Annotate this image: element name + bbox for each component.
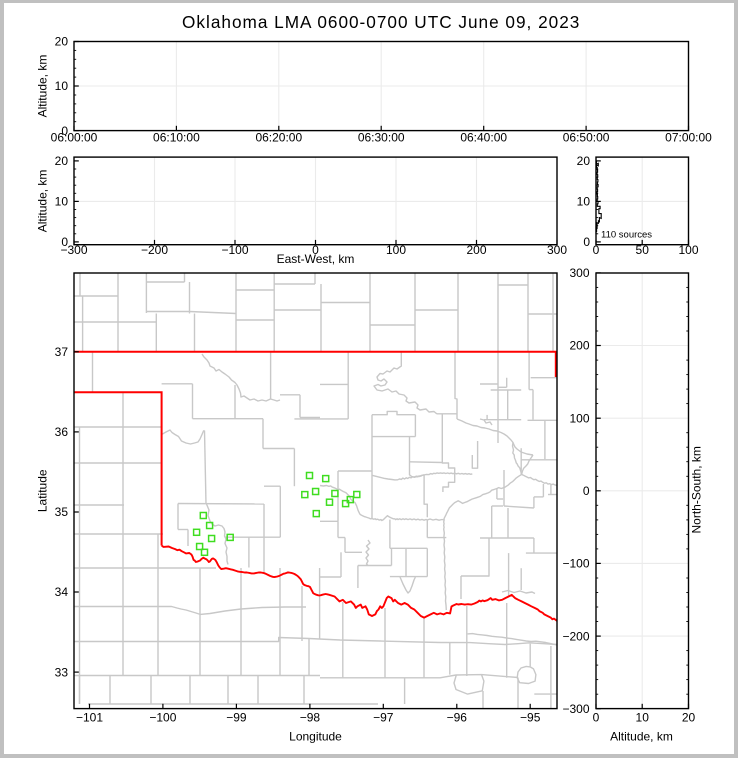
svg-text:20: 20 (55, 35, 69, 49)
svg-text:−200: −200 (141, 243, 168, 257)
svg-text:06:20:00: 06:20:00 (255, 131, 302, 145)
svg-text:110 sources: 110 sources (601, 229, 652, 240)
svg-text:100: 100 (569, 411, 589, 425)
svg-text:−300: −300 (60, 243, 87, 257)
svg-text:East-West, km: East-West, km (277, 252, 355, 266)
svg-text:10: 10 (577, 195, 591, 209)
svg-text:−97: −97 (373, 711, 394, 725)
svg-text:−300: −300 (562, 702, 589, 716)
svg-text:−95: −95 (520, 711, 541, 725)
svg-text:Longitude: Longitude (289, 730, 342, 744)
svg-text:200: 200 (466, 243, 486, 257)
svg-text:06:30:00: 06:30:00 (358, 131, 405, 145)
svg-text:06:50:00: 06:50:00 (563, 131, 610, 145)
svg-text:0: 0 (61, 124, 68, 138)
svg-text:20: 20 (577, 154, 591, 168)
svg-text:−200: −200 (562, 629, 589, 643)
svg-text:200: 200 (569, 339, 589, 353)
svg-text:35: 35 (55, 505, 69, 519)
svg-text:−96: −96 (447, 711, 468, 725)
svg-text:06:10:00: 06:10:00 (153, 131, 200, 145)
svg-text:Altitude, km: Altitude, km (610, 730, 673, 744)
svg-text:0: 0 (61, 235, 68, 249)
svg-text:10: 10 (636, 711, 650, 725)
svg-text:20: 20 (682, 711, 696, 725)
svg-text:34: 34 (55, 585, 69, 599)
svg-text:300: 300 (569, 266, 589, 280)
svg-text:37: 37 (55, 345, 69, 359)
svg-text:06:00:00: 06:00:00 (51, 131, 98, 145)
svg-text:100: 100 (386, 243, 406, 257)
svg-text:0: 0 (583, 484, 590, 498)
svg-text:07:00:00: 07:00:00 (665, 131, 712, 145)
svg-text:−100: −100 (562, 557, 589, 571)
svg-text:Latitude: Latitude (36, 469, 50, 512)
svg-text:−99: −99 (226, 711, 247, 725)
svg-text:100: 100 (678, 243, 698, 257)
svg-text:−101: −101 (76, 711, 103, 725)
svg-text:0: 0 (312, 243, 319, 257)
svg-text:−100: −100 (221, 243, 248, 257)
svg-text:06:40:00: 06:40:00 (460, 131, 507, 145)
svg-text:North-South, km: North-South, km (689, 446, 703, 533)
svg-text:0: 0 (593, 711, 600, 725)
svg-text:20: 20 (55, 154, 69, 168)
svg-text:Oklahoma LMA 0600-0700 UTC Jun: Oklahoma LMA 0600-0700 UTC June 09, 2023 (182, 12, 580, 32)
svg-text:50: 50 (636, 243, 650, 257)
svg-text:300: 300 (547, 243, 567, 257)
svg-text:−98: −98 (300, 711, 321, 725)
svg-text:10: 10 (55, 195, 69, 209)
svg-text:Altitude, km: Altitude, km (36, 55, 50, 118)
svg-text:Altitude, km: Altitude, km (36, 170, 50, 233)
svg-text:0: 0 (583, 235, 590, 249)
svg-text:36: 36 (55, 425, 69, 439)
svg-text:33: 33 (55, 665, 69, 679)
svg-text:10: 10 (55, 79, 69, 93)
svg-text:−100: −100 (149, 711, 176, 725)
svg-text:0: 0 (593, 243, 600, 257)
